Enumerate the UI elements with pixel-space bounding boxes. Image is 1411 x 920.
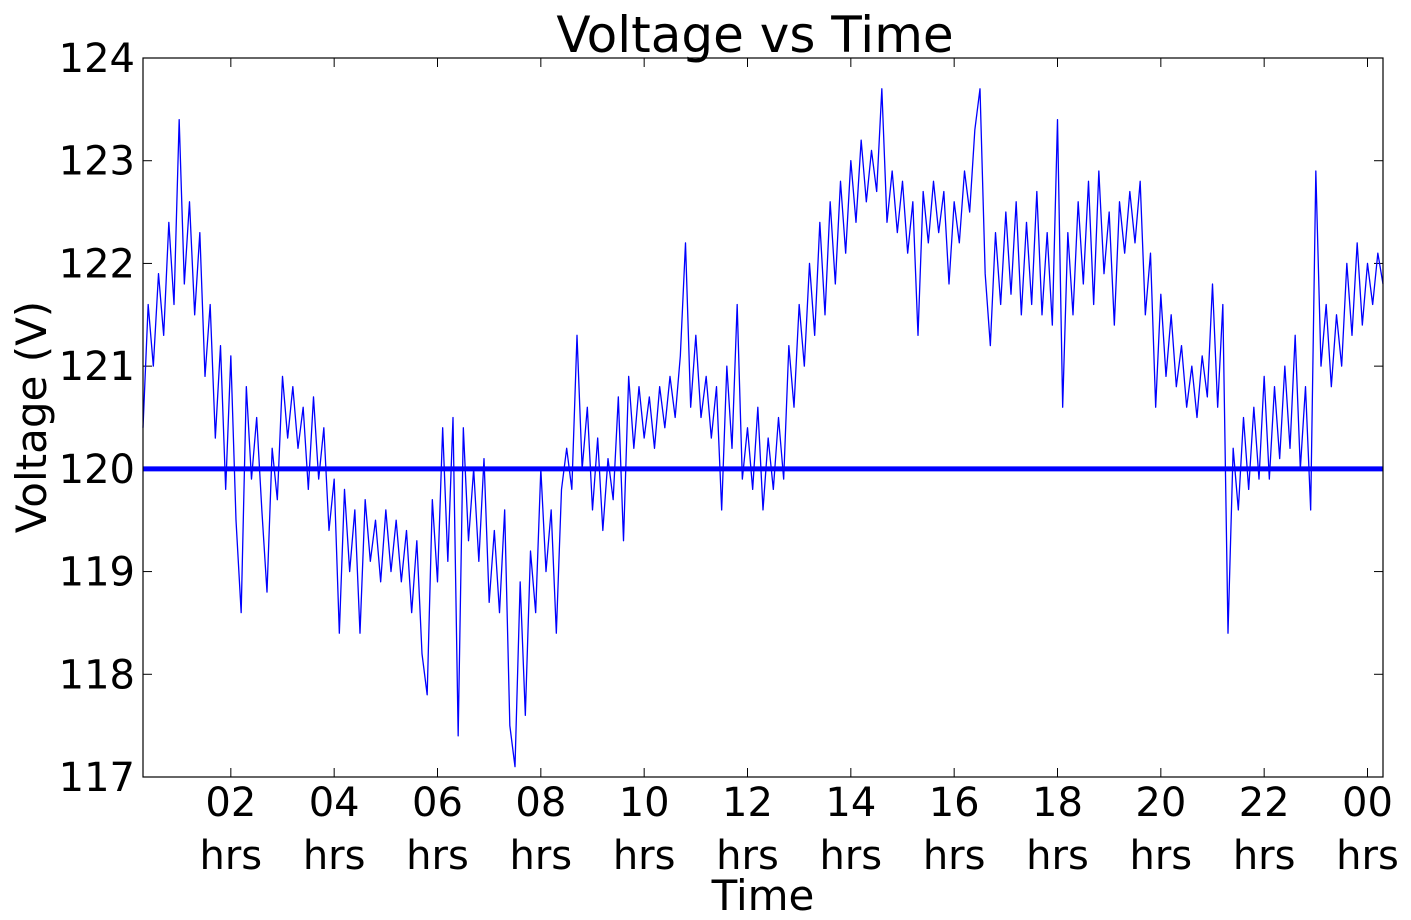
x-tick-label: 22 hrs [1232, 780, 1296, 879]
y-tick-label: 124 [59, 36, 135, 82]
y-axis-label: Voltage (V) [7, 301, 56, 533]
y-tick-label: 119 [59, 550, 135, 596]
y-tick-label: 118 [59, 652, 135, 698]
x-tick-label: 20 hrs [1129, 780, 1193, 879]
chart-title: Voltage vs Time [556, 6, 953, 64]
y-tick-label: 122 [59, 241, 135, 287]
x-tick-label: 18 hrs [1026, 780, 1089, 879]
x-axis-label: Time [711, 871, 815, 920]
y-tick-label: 120 [59, 447, 135, 493]
x-tick-label: 12 hrs [716, 780, 779, 879]
plot-frame [142, 57, 1384, 778]
x-tick-label: 08 hrs [509, 780, 573, 879]
y-tick-label: 123 [59, 139, 135, 185]
x-tick-label: 06 hrs [406, 780, 469, 879]
y-tick-label: 121 [59, 344, 135, 390]
y-tick-label: 117 [59, 755, 135, 801]
voltage-line [142, 88, 1384, 768]
x-tick-label: 02 hrs [199, 780, 263, 879]
x-tick-label: 16 hrs [922, 780, 986, 879]
x-tick-label: 00 hrs [1336, 780, 1399, 879]
x-tick-label: 14 hrs [819, 780, 883, 879]
x-tick-label: 04 hrs [302, 780, 366, 879]
x-tick-label: 10 hrs [612, 780, 676, 879]
